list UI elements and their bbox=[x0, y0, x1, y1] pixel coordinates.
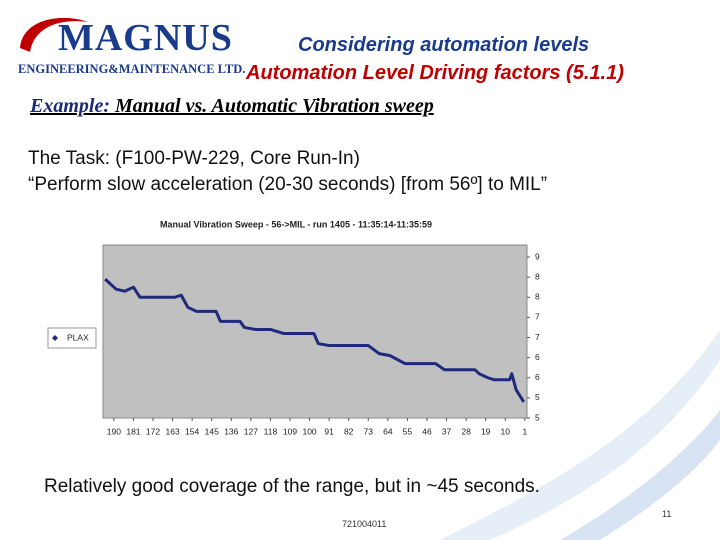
x-tick-label: 64 bbox=[383, 426, 393, 436]
title: Considering automation levels bbox=[298, 34, 590, 56]
y-tick-label: 70 bbox=[535, 332, 540, 342]
x-tick-label: 136 bbox=[224, 426, 238, 436]
y-tick-label: 60 bbox=[535, 372, 540, 382]
plot-area bbox=[102, 244, 528, 419]
y-tick-label: 50 bbox=[535, 412, 540, 422]
x-tick-label: 118 bbox=[264, 426, 278, 436]
chart: Manual Vibration Sweep - 56->MIL - run 1… bbox=[40, 212, 540, 450]
y-tick-label: 85 bbox=[535, 271, 540, 281]
y-tick-label: 90 bbox=[535, 251, 540, 261]
y-tick-label: 75 bbox=[535, 312, 540, 322]
x-tick-label: 46 bbox=[422, 426, 432, 436]
x-tick-label: 127 bbox=[244, 426, 258, 436]
x-tick-label: 163 bbox=[165, 426, 179, 436]
footer-code: 721004011 bbox=[342, 519, 387, 529]
chart-title: Manual Vibration Sweep - 56->MIL - run 1… bbox=[160, 219, 432, 229]
legend-marker bbox=[52, 335, 58, 341]
logo-name: MAGNUS bbox=[58, 17, 233, 59]
x-tick-label: 91 bbox=[324, 426, 334, 436]
legend-box bbox=[47, 327, 97, 349]
example-text: Manual vs. Automatic Vibration sweep bbox=[115, 95, 434, 117]
x-tick-label: 82 bbox=[344, 426, 354, 436]
series-line bbox=[104, 278, 526, 403]
x-tick-label: 172 bbox=[146, 426, 160, 436]
body-line: The Task: (F100-PW-229, Core Run-In) bbox=[28, 148, 360, 169]
caption: Relatively good coverage of the range, b… bbox=[44, 476, 540, 497]
page-number: 11 bbox=[662, 509, 672, 519]
x-tick-label: 145 bbox=[205, 426, 219, 436]
y-tick-label: 80 bbox=[535, 292, 540, 302]
y-tick-label: 55 bbox=[535, 392, 540, 402]
x-tick-label: 55 bbox=[403, 426, 413, 436]
x-tick-label: 10 bbox=[501, 426, 511, 436]
x-tick-label: 19 bbox=[481, 426, 491, 436]
x-tick-label: 1 bbox=[522, 426, 527, 436]
y-tick-label: 65 bbox=[535, 352, 540, 362]
example-label: Example: bbox=[30, 95, 110, 117]
subtitle: Automation Level Driving factors (5.1.1) bbox=[246, 62, 624, 84]
logo-swoosh bbox=[20, 17, 88, 53]
body-line: “Perform slow acceleration (20-30 second… bbox=[28, 174, 548, 195]
legend-label: PLAX bbox=[67, 332, 89, 342]
logo-sub: ENGINEERING&MAINTENANCE LTD. bbox=[18, 62, 246, 76]
x-tick-label: 181 bbox=[126, 426, 140, 436]
x-tick-label: 100 bbox=[302, 426, 316, 436]
x-tick-label: 73 bbox=[364, 426, 374, 436]
x-tick-label: 190 bbox=[107, 426, 121, 436]
x-tick-label: 109 bbox=[283, 426, 297, 436]
x-tick-label: 37 bbox=[442, 426, 452, 436]
x-tick-label: 154 bbox=[185, 426, 199, 436]
example-heading: Example: Manual vs. Automatic Vibration … bbox=[30, 95, 434, 118]
x-tick-label: 28 bbox=[461, 426, 471, 436]
